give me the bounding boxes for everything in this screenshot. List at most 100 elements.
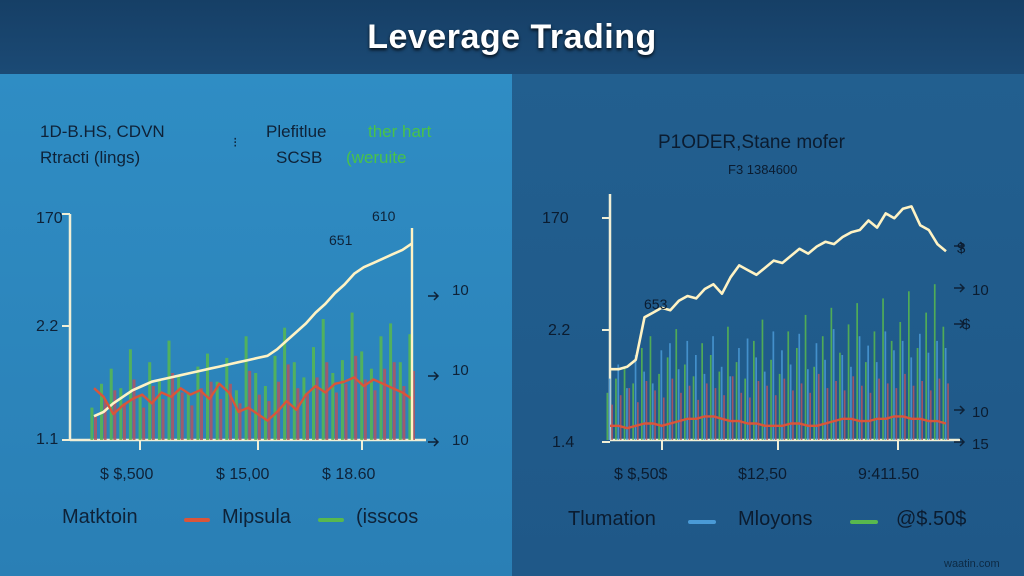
right-bar-2-14 (731, 376, 734, 440)
left-bar-0-20 (283, 327, 287, 440)
right-bar-1-7 (669, 343, 671, 440)
right-legend-label-2: Mloyons (738, 508, 813, 530)
right-annotation-1: 653 (644, 296, 668, 312)
right-right-arrow-0 (954, 241, 966, 251)
left-bar-1-31 (392, 362, 396, 440)
right-bar-0-13 (718, 371, 721, 440)
right-bar-0-18 (761, 319, 764, 440)
right-bar-0-0 (606, 392, 609, 440)
right-x-tick-2: $12,50 (738, 466, 787, 483)
right-bar-2-3 (637, 402, 639, 440)
right-bar-2-13 (723, 395, 725, 440)
right-bar-2-18 (766, 385, 768, 440)
right-bar-2-33 (895, 388, 898, 440)
right-right-tick-2: 10 (972, 282, 989, 299)
left-bar-0-25 (331, 373, 335, 440)
right-bar-1-17 (755, 357, 757, 440)
right-bar-1-35 (910, 357, 913, 440)
left-annotation-2: 610 (372, 208, 396, 224)
right-bar-2-7 (671, 378, 674, 440)
right-bar-1-32 (884, 331, 887, 440)
right-x-tick-1: $ $,50$ (614, 466, 668, 483)
left-bar-1-16 (248, 370, 252, 440)
right-bar-1-20 (781, 350, 783, 440)
right-bar-1-37 (927, 352, 930, 440)
right-bar-1-1 (617, 364, 620, 440)
right-bar-2-8 (680, 392, 682, 440)
left-y-tick-bottom: 1.1 (36, 431, 59, 448)
right-bar-1-5 (651, 383, 654, 440)
right-bar-0-14 (727, 326, 729, 440)
left-bar-0-11 (196, 366, 200, 440)
right-bar-1-13 (720, 366, 723, 440)
left-bar-0-0 (90, 407, 94, 440)
left-bar-0-32 (398, 362, 402, 440)
right-right-tick-5: 15 (972, 436, 989, 453)
left-right-arrow-1 (428, 371, 440, 381)
left-subtitle-line-2: SCSB (276, 148, 323, 167)
right-bar-1-36 (919, 333, 921, 440)
right-bar-1-0 (608, 378, 611, 440)
right-bar-0-23 (804, 314, 807, 440)
right-bar-0-36 (916, 348, 919, 440)
left-bar-1-12 (209, 381, 213, 440)
right-bar-0-38 (933, 284, 936, 440)
right-bar-2-15 (740, 392, 743, 440)
page-title: Leverage Trading (367, 17, 657, 56)
left-legend-label-1: Matktoin (62, 506, 138, 528)
right-bar-2-37 (929, 390, 932, 440)
right-bar-1-29 (858, 336, 861, 440)
left-legend-label-3: (isscos (356, 506, 419, 528)
right-bar-0-15 (735, 362, 738, 440)
right-bar-1-19 (772, 331, 775, 440)
left-bar-0-30 (379, 336, 383, 440)
right-chart-panel: P1ODER,Stane mofer F3 1384600 170 2.2 1.… (512, 74, 1024, 576)
right-bar-0-25 (821, 336, 824, 440)
left-bar-1-14 (228, 383, 232, 440)
right-bar-0-9 (684, 364, 686, 440)
left-title-line-2: Rtracti (lings) (40, 148, 141, 167)
right-bar-2-25 (826, 388, 829, 440)
right-bar-0-3 (632, 383, 634, 440)
right-bar-1-14 (729, 376, 732, 440)
left-bar-0-4 (128, 349, 132, 440)
left-bar-0-21 (292, 362, 296, 440)
right-bar-1-31 (875, 362, 878, 440)
left-bar-0-5 (138, 396, 142, 440)
left-right-arrow-0 (428, 291, 440, 301)
right-bar-1-39 (944, 348, 947, 440)
left-legend-swatch-green (318, 518, 344, 522)
right-bar-2-12 (714, 388, 717, 440)
left-series-line-1 (93, 376, 413, 422)
right-bar-2-9 (688, 385, 691, 440)
left-subtitle-green-1: ther hart (368, 122, 432, 141)
right-bar-2-17 (757, 381, 760, 440)
left-title-divider: ⁝ (233, 134, 238, 150)
right-bar-0-22 (796, 348, 798, 440)
left-bar-0-33 (408, 334, 412, 440)
right-bar-2-28 (852, 376, 855, 440)
left-title-line-1: 1D-B.HS, CDVN (40, 122, 165, 141)
right-bar-2-36 (921, 381, 923, 440)
left-bar-1-6 (151, 386, 155, 440)
left-bar-1-32 (402, 386, 406, 440)
right-bar-1-3 (634, 355, 637, 440)
left-bar-0-19 (273, 355, 277, 440)
left-bar-0-18 (263, 386, 267, 440)
right-bar-0-34 (899, 322, 902, 440)
left-bar-0-28 (360, 351, 364, 440)
left-bar-1-8 (171, 373, 175, 440)
right-right-tick-3: $ (962, 316, 971, 333)
right-legend-label-3: @$.50$ (896, 508, 967, 530)
left-x-tick-3: $ 18.60 (322, 466, 376, 483)
right-bar-2-26 (835, 381, 837, 440)
right-bar-2-19 (774, 395, 777, 440)
right-bar-1-24 (815, 343, 818, 440)
left-series-line-0 (93, 242, 413, 418)
left-right-tick-2: 10 (452, 362, 469, 379)
left-x-tick-1: $ $,500 (100, 466, 154, 483)
left-bar-1-11 (200, 388, 203, 440)
right-bar-0-21 (787, 331, 790, 440)
left-bar-1-23 (315, 377, 319, 440)
left-bar-1-2 (113, 390, 117, 440)
